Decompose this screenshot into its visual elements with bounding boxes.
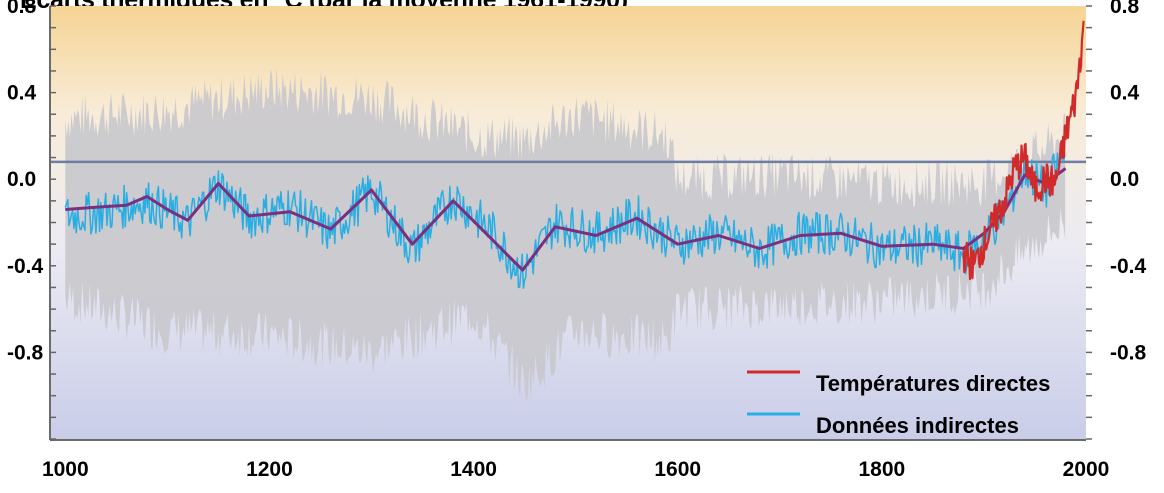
y-tick-label-left: 0.4 [7,82,37,105]
x-tick-label: 1200 [246,458,293,481]
y-tick-label-left: 0.0 [7,168,36,191]
y-tick-label-left: -0.8 [7,341,44,364]
x-tick-label: 1000 [42,458,89,481]
series-annual [64,149,1066,289]
x-tick-label: 1800 [859,458,906,481]
y-tick-label-left: -0.4 [7,255,44,278]
legend: Températures directes Données indirectes [747,370,1050,438]
y-tick-label-right: 0.0 [1110,168,1139,191]
y-tick-label-right: 0.8 [1110,0,1140,18]
x-tick-label: 1600 [654,458,701,481]
x-tick-label: 2000 [1063,458,1110,481]
legend-label-direct: Températures directes [816,371,1050,396]
y-tick-label-left: 0.8 [7,0,37,18]
y-tick-label-right: -0.8 [1110,341,1147,364]
y-tick-label-right: 0.4 [1110,82,1140,105]
legend-label-indirect: Données indirectes [816,413,1019,438]
x-tick-label: 1400 [450,458,497,481]
series-instrumental [962,20,1085,281]
y-tick-label-right: -0.4 [1110,255,1147,278]
series-smoothed [65,167,1067,272]
